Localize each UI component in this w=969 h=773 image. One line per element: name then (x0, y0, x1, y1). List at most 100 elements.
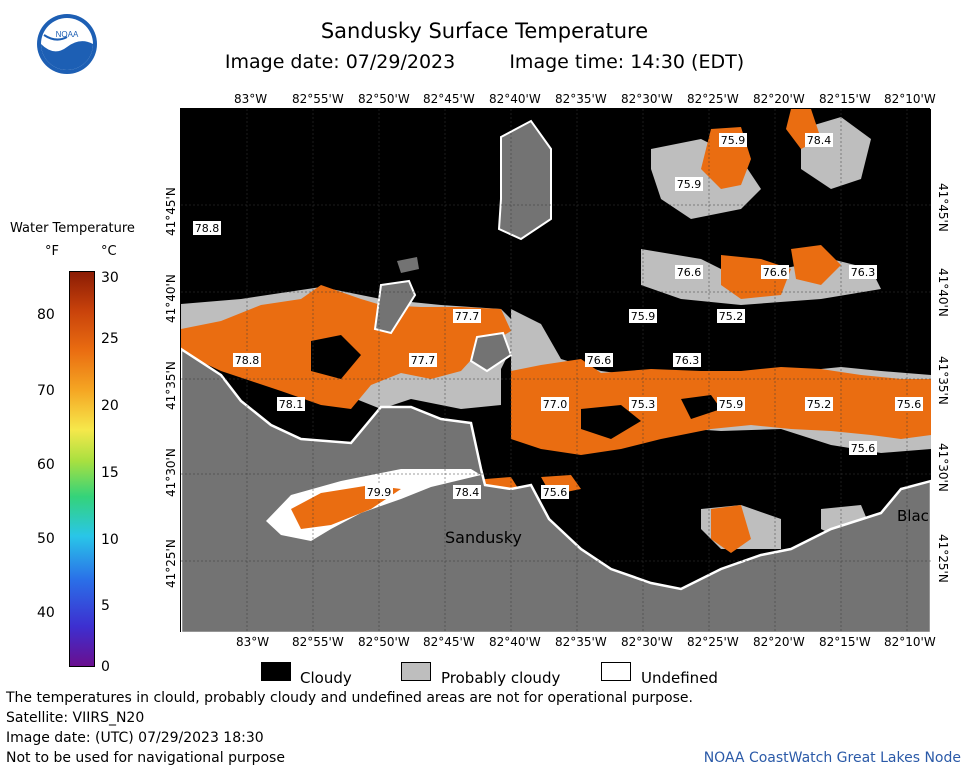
lon-label-bottom: 82°35'W (555, 635, 607, 649)
fahrenheit-tick: 70 (37, 383, 55, 399)
temp-label: 75.6 (849, 441, 877, 455)
svg-text:77.7: 77.7 (455, 310, 480, 323)
temp-label: 75.6 (541, 485, 569, 499)
svg-text:78.4: 78.4 (807, 134, 832, 147)
lon-label-top: 82°55'W (292, 92, 344, 106)
lat-label-right: 41°35'N (936, 356, 950, 405)
svg-text:78.4: 78.4 (455, 486, 480, 499)
temp-label: 75.2 (717, 309, 745, 323)
image-datetime: Image date: 07/29/2023 Image time: 14:30… (0, 51, 969, 73)
cloud-gaps (311, 335, 721, 439)
svg-text:75.9: 75.9 (721, 134, 746, 147)
satellite-info: Satellite: VIIRS_N20 (6, 710, 145, 726)
land (179, 346, 933, 635)
lon-label-top: 82°40'W (489, 92, 541, 106)
temp-label: 79.9 (365, 485, 393, 499)
fahrenheit-tick: 80 (37, 307, 55, 323)
lon-label-top: 82°50'W (358, 92, 410, 106)
temp-label: 78.4 (453, 485, 481, 499)
lat-label-right: 41°40'N (936, 268, 950, 317)
svg-text:77.0: 77.0 (543, 398, 568, 411)
fahrenheit-tick: 40 (37, 605, 55, 621)
temp-label: 76.3 (673, 353, 701, 367)
celsius-tick: 5 (101, 598, 110, 614)
celsius-tick: 25 (101, 331, 119, 347)
cloudy-label: Cloudy (300, 669, 352, 687)
celsius-tick: 0 (101, 659, 110, 675)
temp-label: 76.3 (849, 265, 877, 279)
lon-label-top: 82°15'W (819, 92, 871, 106)
place-label-blac: Blac (897, 507, 929, 525)
fahrenheit-tick: 60 (37, 457, 55, 473)
temp-label: 77.7 (453, 309, 481, 323)
temp-label: 76.6 (761, 265, 789, 279)
lon-label-bottom: 82°55'W (292, 635, 344, 649)
temp-label: 75.3 (629, 397, 657, 411)
legend-unit-c: °C (101, 244, 117, 259)
svg-text:76.3: 76.3 (851, 266, 876, 279)
disclaimer: The temperatures in clould, probably clo… (6, 690, 693, 706)
lat-label-left: 41°30'N (164, 448, 178, 497)
celsius-tick: 30 (101, 270, 119, 286)
probably-cloudy-swatch (401, 662, 431, 681)
svg-text:76.3: 76.3 (675, 354, 700, 367)
lon-label-top: 82°10'W (884, 92, 936, 106)
temp-label: 78.1 (277, 397, 305, 411)
temp-label: 76.6 (675, 265, 703, 279)
temp-label: 77.0 (541, 397, 569, 411)
lon-label-top: 82°30'W (621, 92, 673, 106)
lon-label-bottom: 82°40'W (489, 635, 541, 649)
svg-text:75.6: 75.6 (851, 442, 876, 455)
place-label-sandusky: Sandusky (445, 528, 522, 547)
noaa-logo: NOAA (36, 13, 98, 75)
svg-text:75.9: 75.9 (631, 310, 656, 323)
lat-label-left: 41°25'N (164, 539, 178, 588)
svg-text:76.6: 76.6 (587, 354, 612, 367)
temperature-map: 75.9 78.4 75.9 78.8 76.6 76.6 76.3 77.7 … (179, 108, 933, 635)
celsius-tick: 10 (101, 532, 119, 548)
svg-text:79.9: 79.9 (367, 486, 392, 499)
temp-label: 78.8 (233, 353, 261, 367)
cloudy-swatch (261, 662, 291, 681)
lat-label-right: 41°45'N (936, 183, 950, 232)
lon-label-bottom: 82°15'W (819, 635, 871, 649)
temp-label: 75.9 (719, 133, 747, 147)
temp-label: 75.6 (895, 397, 923, 411)
svg-text:78.1: 78.1 (279, 398, 304, 411)
temp-label: 75.9 (717, 397, 745, 411)
celsius-tick: 15 (101, 465, 119, 481)
undefined-swatch (601, 662, 631, 681)
svg-text:75.9: 75.9 (719, 398, 744, 411)
temp-label: 75.9 (675, 177, 703, 191)
lat-label-right: 41°30'N (936, 443, 950, 492)
temperature-color-scale (69, 271, 95, 667)
island (469, 331, 513, 373)
legend-title: Water Temperature (10, 221, 135, 236)
image-date: Image date: 07/29/2023 (224, 51, 456, 73)
lon-label-bottom: 82°10'W (884, 635, 936, 649)
svg-text:75.2: 75.2 (719, 310, 744, 323)
temp-label: 75.9 (629, 309, 657, 323)
lat-label-left: 41°45'N (164, 187, 178, 236)
temp-label: 78.8 (193, 221, 221, 235)
lon-label-top: 83°W (234, 92, 268, 106)
svg-text:75.3: 75.3 (631, 398, 656, 411)
svg-text:78.8: 78.8 (235, 354, 260, 367)
lon-label-bottom: 82°45'W (423, 635, 475, 649)
lon-label-bottom: 82°50'W (358, 635, 410, 649)
lon-label-top: 82°25'W (687, 92, 739, 106)
lon-label-top: 82°45'W (423, 92, 475, 106)
svg-text:75.6: 75.6 (543, 486, 568, 499)
lon-label-bottom: 83°W (236, 635, 270, 649)
lat-label-left: 41°40'N (164, 274, 178, 323)
lon-label-bottom: 82°25'W (687, 635, 739, 649)
island (373, 279, 417, 335)
svg-text:75.6: 75.6 (897, 398, 922, 411)
probably-cloudy-label: Probably cloudy (441, 669, 561, 687)
graticule (181, 109, 931, 633)
credit-link[interactable]: NOAA CoastWatch Great Lakes Node (703, 750, 961, 766)
image-time: Image time: 14:30 (EDT) (509, 51, 745, 73)
temp-label: 77.7 (409, 353, 437, 367)
lon-label-bottom: 82°20'W (753, 635, 805, 649)
undefined-label: Undefined (641, 669, 718, 687)
